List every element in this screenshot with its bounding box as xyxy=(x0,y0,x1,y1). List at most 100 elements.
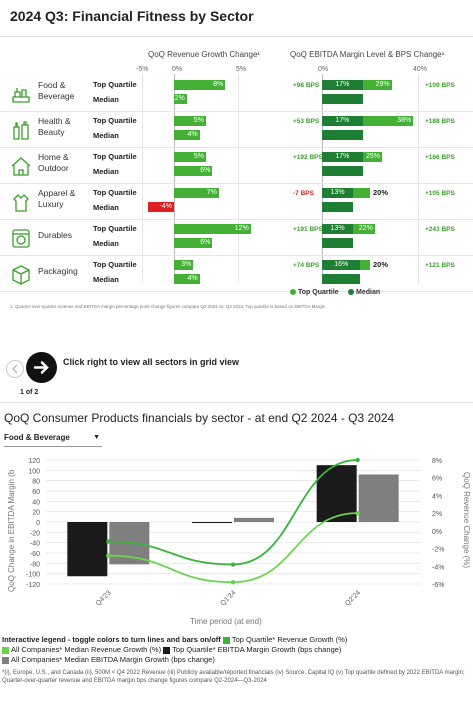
legend-item-median-ebitda[interactable]: All Companies* Median EBITDA Margin Grow… xyxy=(2,655,215,664)
row-label-top: Top Quartile xyxy=(93,80,137,89)
prev-button[interactable] xyxy=(6,360,24,378)
zero-line xyxy=(174,74,175,284)
apparel-luxury-icon xyxy=(13,194,29,212)
revenue-bar xyxy=(174,274,200,284)
y-left-tick: -80 xyxy=(30,561,40,568)
y-right-tick: -6% xyxy=(432,582,444,589)
x-tick: Q1'24 xyxy=(219,589,237,607)
line-point xyxy=(106,539,111,544)
y-right-tick: -2% xyxy=(432,547,444,554)
sector-name: Durables xyxy=(38,230,73,240)
dropdown-value: Food & Beverage xyxy=(4,433,70,442)
footnote: 1. Quarter-over-quarter revenue and EBIT… xyxy=(10,304,326,309)
margin-value: 20% xyxy=(373,188,389,197)
y-left-tick: -20 xyxy=(30,530,40,537)
line-point xyxy=(106,553,111,558)
legend-item-top-ebitda[interactable]: Top Quartile* EBITDA Margin Growth (bps … xyxy=(163,645,341,654)
margin-value: 25% xyxy=(365,153,380,160)
legend-item-top-rev[interactable]: Top Quartile* Revenue Growth (%) xyxy=(222,635,347,644)
rev-tick: 5% xyxy=(236,66,247,73)
revenue-bar xyxy=(174,238,213,248)
revenue-value: 5% xyxy=(193,117,204,124)
y-right-tick: 2% xyxy=(432,511,442,518)
home-outdoor-icon xyxy=(11,157,31,176)
bar-top-quartile xyxy=(67,522,108,577)
margin-median-value: 13% xyxy=(330,189,345,196)
next-button[interactable] xyxy=(26,352,57,383)
revenue-bar xyxy=(174,166,213,176)
margin-bar xyxy=(322,94,363,104)
y-left-label: QoQ Change in EBITDA Margin (b xyxy=(7,469,16,592)
bar-median xyxy=(358,474,399,522)
margin-bar xyxy=(322,116,414,126)
row-label-top: Top Quartile xyxy=(93,188,137,197)
margin-bar xyxy=(322,202,354,212)
sector-name: Packaging xyxy=(38,266,78,276)
bps-change-left: +192 BPS xyxy=(293,154,323,161)
revenue-value: 3% xyxy=(181,261,192,268)
gridline xyxy=(418,74,419,284)
revenue-bar xyxy=(174,260,194,270)
line-point xyxy=(355,510,360,516)
revenue-value: 5% xyxy=(193,153,204,160)
margin-median-overlay xyxy=(322,152,363,162)
row-label-median: Median xyxy=(93,275,119,284)
interactive-legend: Interactive legend - toggle colors to tu… xyxy=(2,635,472,665)
line-point xyxy=(355,457,360,463)
revenue-value: 6% xyxy=(200,167,211,174)
row-label-median: Median xyxy=(93,203,119,212)
revenue-value: 12% xyxy=(234,225,249,232)
legend-title: Interactive legend - toggle colors to tu… xyxy=(2,635,221,644)
revenue-bar xyxy=(174,130,200,140)
margin-value: 20% xyxy=(373,260,389,269)
bps-change-right: +105 BPS xyxy=(425,190,455,197)
margin-median-value: 17% xyxy=(335,81,350,88)
revenue-column-header: QoQ Revenue Growth Change¹ xyxy=(148,50,261,59)
divider xyxy=(0,36,473,37)
sector-row: Packaging Top Quartile Median 3% 16% 20% +74 B… xyxy=(0,257,473,292)
revenue-bar xyxy=(174,80,226,90)
revenue-value: 4% xyxy=(187,131,198,138)
line-point xyxy=(230,580,236,585)
margin-median-overlay xyxy=(322,188,354,198)
health-beauty-icon xyxy=(13,121,29,140)
section-title: QoQ Consumer Products financials by sect… xyxy=(4,411,395,425)
revenue-value: 4% xyxy=(187,275,198,282)
y-left-tick: 100 xyxy=(28,468,40,475)
rev-tick: 0% xyxy=(172,66,183,73)
y-left-tick: -100 xyxy=(26,572,40,579)
page-title: 2024 Q3: Financial Fitness by Sector xyxy=(10,8,254,24)
revenue-value: 2% xyxy=(174,95,185,102)
row-label-median: Median xyxy=(93,167,119,176)
x-tick: Q4'23 xyxy=(95,589,113,607)
bps-change-right: +188 BPS xyxy=(425,118,455,125)
durables-icon xyxy=(12,229,30,248)
x-axis-label: Time period (at end) xyxy=(190,617,262,626)
rev-tick: -5% xyxy=(136,66,149,73)
packaging-icon xyxy=(12,265,30,285)
sector-name: Apparel & Luxury xyxy=(38,188,76,209)
margin-value: 22% xyxy=(358,225,373,232)
legend-item-median-rev[interactable]: All Companies* Median Revenue Growth (%) xyxy=(2,645,161,654)
bps-change-left: +53 BPS xyxy=(293,118,320,125)
ebitda-column-header: QoQ EBITDA Margin Level & BPS Change¹ xyxy=(290,50,445,59)
row-label-median: Median xyxy=(93,95,119,104)
y-right-tick: 6% xyxy=(432,476,442,483)
revenue-bar xyxy=(174,116,206,126)
row-label-top: Top Quartile xyxy=(93,152,137,161)
revenue-value: 7% xyxy=(206,189,217,196)
sector-row: Apparel & Luxury Top Quartile Median 7% 13% 2… xyxy=(0,185,473,220)
gridline xyxy=(238,74,239,284)
margin-median-value: 16% xyxy=(334,261,349,268)
margin-bar xyxy=(322,238,354,248)
sector-dropdown[interactable]: Food & Beverage ▼ xyxy=(4,433,102,447)
nav-hint: Click right to view all sectors in grid … xyxy=(63,357,240,367)
margin-value: 29% xyxy=(375,81,390,88)
row-label-median: Median xyxy=(93,131,119,140)
y-right-tick: 0% xyxy=(432,529,442,536)
bps-change-right: +121 BPS xyxy=(425,262,455,269)
sector-row: Food & Beverage Top Quartile Median 8% 17% 29… xyxy=(0,77,473,112)
y-left-tick: -60 xyxy=(30,551,40,558)
y-left-tick: 60 xyxy=(32,489,40,496)
y-right-tick: 8% xyxy=(432,458,442,465)
